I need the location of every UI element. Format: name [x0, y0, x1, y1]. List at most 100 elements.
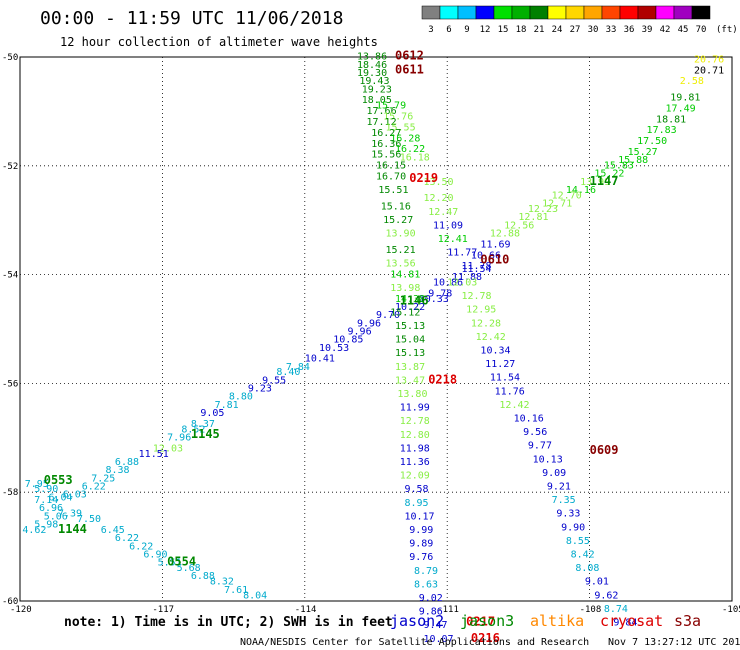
scale-swatch — [475, 5, 495, 20]
wave-height-value: 8.55 — [566, 536, 590, 547]
wave-height-value: 13.50 — [423, 177, 453, 188]
wave-height-value: 12.03 — [153, 443, 183, 454]
y-tick-label: -60 — [2, 597, 18, 607]
wave-height-value: 6.22 — [129, 541, 153, 552]
wave-height-value: 16.28 — [390, 133, 420, 144]
wave-height-value: 13.87 — [395, 362, 425, 373]
wave-height-value: 9.78 — [428, 288, 452, 299]
wave-height-value: 11.27 — [485, 359, 515, 370]
wave-height-value: 7.81 — [215, 400, 239, 411]
wave-height-value: 9.01 — [585, 577, 609, 588]
wave-height-value: 10.66 — [471, 250, 501, 261]
y-tick-label: -56 — [2, 379, 18, 389]
pass-time-label: 1144 — [58, 522, 87, 536]
wave-height-value: 11.54 — [461, 264, 491, 275]
pass-time-label: 0609 — [590, 443, 619, 457]
footer-credit: NOAA/NESDIS Center for Satellite Applica… — [240, 637, 589, 648]
scale-label: 18 — [516, 25, 527, 35]
footer-note: note: 1) Time is in UTC; 2) SWH is in fe… — [64, 615, 393, 630]
chart-title: 00:00 - 11:59 UTC 11/06/2018 — [40, 8, 343, 29]
wave-height-value: 10.85 — [333, 335, 363, 346]
legend-s3a: s3a — [674, 612, 701, 630]
wave-height-value: 8.08 — [575, 563, 599, 574]
scale-swatch — [565, 5, 585, 20]
wave-height-value: 6.90 — [143, 549, 167, 560]
pass-time-label: 0216 — [471, 631, 500, 645]
wave-height-value: 7.96 — [167, 433, 191, 444]
wave-height-value: 7.61 — [224, 585, 248, 596]
wave-height-value: 16.22 — [395, 144, 425, 155]
plot-frame — [19, 56, 733, 602]
wave-height-value: 11.76 — [495, 386, 525, 397]
scale-label: 33 — [606, 25, 617, 35]
wave-height-value: 9.58 — [404, 484, 428, 495]
wave-height-value: 9.05 — [200, 408, 224, 419]
wave-height-value: 15.16 — [381, 201, 411, 212]
wave-height-value: 6.22 — [115, 533, 139, 544]
wave-height-value: 12.70 — [552, 190, 582, 201]
wave-height-value: 10.16 — [514, 413, 544, 424]
pass-time-label: 0611 — [395, 62, 424, 76]
pass-time-label: 1147 — [590, 174, 619, 188]
scale-label: 36 — [624, 25, 635, 35]
wave-height-value: 9.56 — [523, 427, 547, 438]
pass-time-label: 0219 — [409, 171, 438, 185]
x-tick-label: -120 — [10, 605, 32, 615]
wave-height-value: 15.27 — [628, 147, 658, 158]
scale-swatch — [457, 5, 477, 20]
wave-height-value: 20.76 — [694, 54, 724, 65]
wave-height-value: 5.68 — [177, 563, 201, 574]
scale-swatch — [493, 5, 513, 20]
wave-height-value: 15.21 — [385, 245, 415, 256]
wave-height-value: 12.80 — [400, 430, 430, 441]
wave-height-value: 12.56 — [504, 220, 534, 231]
x-tick-label: -105 — [722, 605, 740, 615]
chart-subtitle: 12 hour collection of altimeter wave hei… — [60, 35, 378, 49]
y-tick-label: -50 — [2, 53, 18, 63]
wave-height-value: 15.13 — [395, 321, 425, 332]
wave-height-value: 11.99 — [400, 403, 430, 414]
legend-cryosat: cryosat — [600, 612, 663, 630]
pass-time-label: 0217 — [466, 614, 495, 628]
wave-height-value: 7.35 — [552, 495, 576, 506]
y-tick-label: -54 — [2, 271, 18, 281]
wave-height-value: 7.84 — [286, 362, 310, 373]
wave-height-value: 16.18 — [400, 152, 430, 163]
wave-height-value: 8.32 — [210, 577, 234, 588]
wave-height-value: 8.52 — [181, 424, 205, 435]
scale-swatch — [511, 5, 531, 20]
wave-height-value: 9.47 — [423, 620, 447, 631]
wave-height-value: 11.36 — [400, 457, 430, 468]
wave-height-value: 12.09 — [400, 471, 430, 482]
x-tick-label: -117 — [152, 605, 174, 615]
scale-swatch — [547, 5, 567, 20]
wave-height-value: 6.22 — [82, 481, 106, 492]
pass-time-label: 0554 — [167, 555, 196, 569]
scale-label: 30 — [588, 25, 599, 35]
wave-height-value: 6.45 — [101, 525, 125, 536]
wave-height-value: 17.50 — [637, 136, 667, 147]
wave-height-value: 12.95 — [466, 305, 496, 316]
wave-height-value: 9.96 — [357, 318, 381, 329]
legend-jason3: jason3 — [460, 612, 514, 630]
wave-height-value: 9.86 — [419, 607, 443, 618]
wave-height-value: 9.02 — [419, 593, 443, 604]
pass-time-label: 1145 — [191, 427, 220, 441]
wave-height-value: 10.07 — [423, 634, 453, 645]
wave-height-value: 6.04 — [48, 492, 72, 503]
wave-height-value: 16.70 — [376, 171, 406, 182]
wave-height-value: 9.96 — [348, 326, 372, 337]
wave-height-value: 13.99 — [580, 177, 610, 188]
wave-height-value: 9.33 — [556, 509, 580, 520]
wave-height-value: 13.47 — [395, 375, 425, 386]
wave-height-value: 9.62 — [594, 590, 618, 601]
wave-height-value: 8.79 — [414, 566, 438, 577]
scale-label: 70 — [696, 25, 707, 35]
wave-height-value: 9.55 — [262, 375, 286, 386]
wave-height-value: 18.46 — [357, 60, 387, 71]
wave-height-value: 5.90 — [34, 484, 58, 495]
wave-height-value: 9.84 — [613, 617, 637, 628]
wave-height-value: 11.98 — [400, 443, 430, 454]
wave-height-value: 15.04 — [395, 335, 425, 346]
color-scale: 3 6 9 12 15 18 21 24 27 30 33 36 39 42 45 70 (ft) — [421, 5, 738, 35]
